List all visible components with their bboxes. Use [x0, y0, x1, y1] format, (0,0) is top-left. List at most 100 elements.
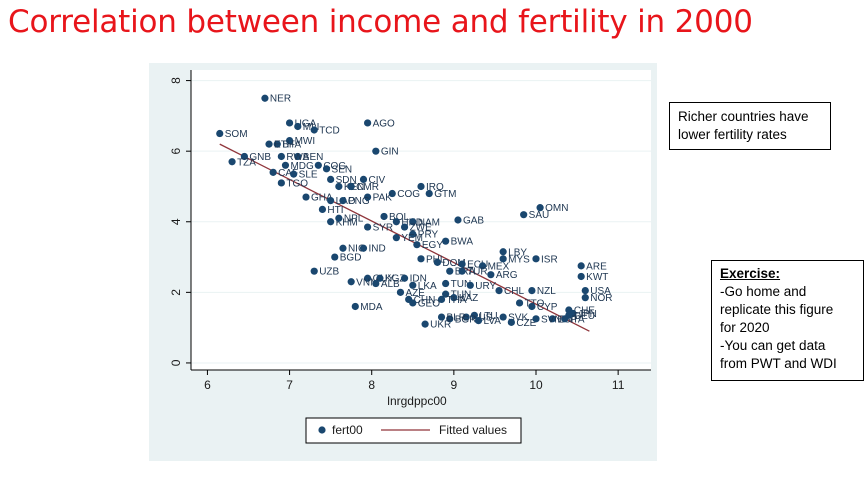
data-point: [285, 119, 294, 127]
point-label: GIN: [381, 147, 399, 158]
x-tick-label: 8: [368, 378, 375, 392]
data-point: [294, 122, 302, 131]
data-point: [577, 262, 585, 270]
point-label: CHE: [574, 306, 595, 317]
data-point: [536, 204, 544, 212]
data-point: [454, 216, 462, 224]
data-point: [372, 279, 380, 288]
data-point: [364, 193, 372, 201]
data-point: [400, 274, 409, 282]
data-point: [339, 196, 347, 205]
point-label: SLE: [299, 170, 318, 181]
exercise-line: replicate this figure: [720, 302, 834, 317]
point-label: MDA: [360, 302, 383, 313]
data-point: [281, 161, 290, 169]
data-point: [507, 318, 515, 326]
point-label: MDG: [290, 161, 314, 172]
data-point: [446, 315, 454, 323]
fitted-values-line: [219, 143, 590, 332]
data-point: [310, 126, 318, 134]
point-label: NZL: [537, 286, 556, 297]
data-point: [520, 211, 528, 219]
data-point: [331, 253, 339, 261]
point-label: AZE: [405, 288, 425, 299]
point-label: TUR: [467, 267, 488, 278]
point-label: NOR: [590, 293, 612, 304]
point-label: NIC: [348, 244, 365, 255]
point-label: BOL: [389, 212, 409, 223]
point-label: IND: [369, 244, 386, 255]
point-label: CYP: [537, 302, 558, 313]
data-point: [417, 182, 425, 191]
data-point: [474, 316, 483, 325]
data-point: [216, 129, 224, 138]
data-point: [327, 196, 335, 205]
point-label: LKA: [418, 281, 437, 292]
data-point: [392, 218, 400, 226]
point-label: BWA: [451, 237, 474, 248]
x-tick-label: 11: [612, 378, 625, 392]
point-label: TCD: [319, 126, 340, 137]
point-label: NAM: [418, 217, 440, 228]
data-point: [335, 182, 343, 191]
x-axis-title: lnrgdppc00: [387, 394, 447, 408]
point-label: SVN: [541, 314, 562, 325]
data-point: [433, 258, 442, 266]
point-label: PRY: [418, 230, 439, 241]
legend-label-fitted: Fitted values: [439, 423, 507, 437]
point-label: CIV: [369, 175, 386, 186]
point-label: KHM: [336, 217, 358, 228]
point-label: IRQ: [426, 182, 444, 193]
data-point: [228, 158, 236, 166]
point-label: SVK: [508, 313, 528, 324]
data-point: [372, 147, 380, 155]
data-point: [499, 255, 507, 263]
plot-area: [191, 70, 651, 370]
point-label: YEM: [401, 233, 423, 244]
data-point: [417, 255, 425, 263]
y-tick-label: 6: [169, 148, 183, 155]
chart-panel: 0 2 4 6 8 6 7 8 9 10 11 NER UGA MLI TCD AGO SOM BFA MWI ET…: [149, 63, 657, 461]
point-label: COG: [323, 161, 346, 172]
exercise-title: Exercise:: [720, 266, 781, 281]
legend-marker-fert00: [318, 426, 326, 434]
data-point: [392, 234, 400, 242]
point-label: LBY: [508, 247, 527, 258]
data-point: [425, 189, 433, 198]
gridlines: [191, 80, 651, 364]
data-point: [409, 281, 417, 289]
point-label: ZWE: [410, 223, 433, 234]
point-label: GHA: [311, 193, 333, 204]
point-label: IDN: [410, 274, 427, 285]
data-point: [409, 218, 417, 226]
data-point: [302, 193, 310, 201]
data-point: [240, 152, 248, 161]
legend: fert00 Fitted values: [305, 417, 522, 444]
point-label: BEN: [303, 152, 324, 163]
point-label: UGA: [295, 118, 317, 129]
data-point: [359, 175, 368, 184]
y-tick-label: 4: [169, 218, 183, 225]
data-point: [388, 189, 396, 198]
x-tick-label: 10: [529, 378, 543, 392]
data-point: [499, 248, 507, 256]
point-label: THA: [447, 295, 467, 306]
point-label: SDN: [336, 175, 357, 186]
data-point: [442, 290, 450, 298]
data-point: [294, 152, 302, 161]
point-label: MYS: [508, 254, 530, 265]
data-point: [581, 294, 589, 302]
data-point: [265, 140, 273, 148]
point-label: ARG: [496, 270, 518, 281]
data-point: [458, 260, 466, 268]
point-label: SYR: [373, 223, 394, 234]
point-label: CHL: [504, 286, 524, 297]
data-point: [347, 182, 355, 191]
x-tick-label: 9: [451, 378, 458, 392]
point-label: URY: [475, 281, 496, 292]
data-point: [409, 299, 417, 307]
point-label: GUY: [373, 274, 395, 285]
data-point: [277, 152, 285, 161]
point-label: BFA: [282, 140, 301, 151]
point-label: UKR: [430, 320, 451, 331]
